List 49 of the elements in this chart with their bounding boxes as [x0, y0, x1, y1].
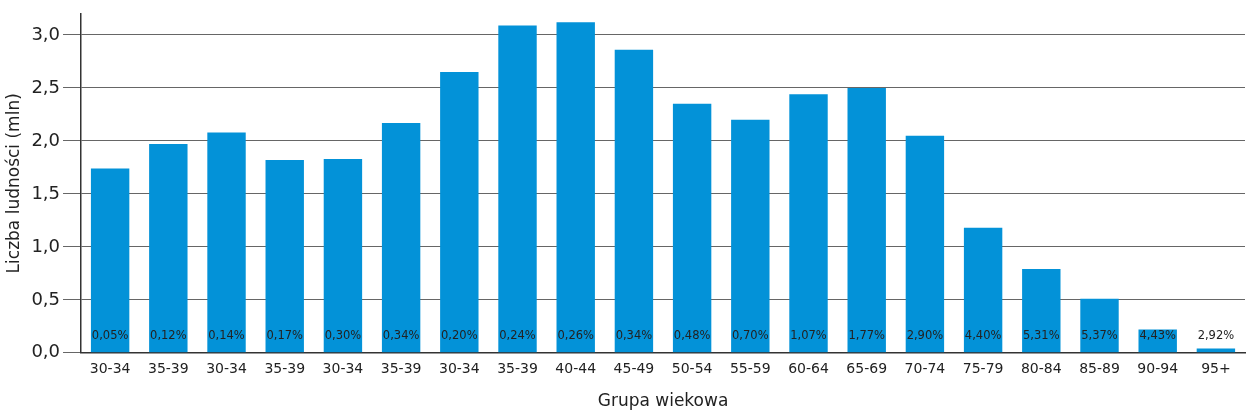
annotation: 5,31%	[1023, 327, 1060, 342]
annotation: 0,70%	[732, 327, 769, 342]
x-tick-label: 40-44	[555, 359, 597, 376]
annotation: 0,12%	[150, 327, 187, 342]
y-tick-label: 2,5	[31, 75, 61, 97]
x-tick-label: 60-64	[788, 359, 829, 376]
annotation: 4,40%	[964, 327, 1002, 342]
annotation: 0,34%	[615, 327, 653, 342]
annotation: 0,17%	[266, 327, 304, 342]
annotation: 0,24%	[499, 327, 536, 342]
x-tick-label: 80-84	[1020, 359, 1062, 376]
x-tick-label: 35-39	[264, 359, 306, 376]
x-tick-label: 55-59	[729, 359, 771, 376]
annotation: 5,37%	[1081, 327, 1118, 342]
annotation: 0,14%	[208, 327, 245, 342]
x-tick-label: 30-34	[438, 359, 480, 376]
annotation: 0,26%	[557, 327, 595, 342]
x-tick-label: 30-34	[206, 359, 247, 376]
x-tick-label: 45-49	[613, 359, 655, 376]
annotation: 2,92%	[1197, 327, 1235, 342]
y-axis-title: Liczba ludności (mln)	[2, 93, 23, 274]
annotation: 0,30%	[324, 327, 362, 342]
y-tick-label: 1,5	[31, 181, 61, 203]
y-tick-label: 0,0	[31, 340, 61, 362]
y-tick-label: 2,0	[31, 128, 61, 150]
annotation: 4,43%	[1139, 327, 1177, 342]
annotation: 0,20%	[441, 327, 478, 342]
x-tick-label: 75-79	[962, 359, 1004, 376]
x-tick-label: 50-54	[671, 359, 713, 376]
annotation: 1,77%	[848, 327, 886, 342]
x-tick-label: 30-34	[89, 359, 131, 376]
x-tick-label: 35-39	[497, 359, 538, 376]
x-tick-label: 65-69	[846, 359, 888, 376]
x-axis-title: Grupa wiekowa	[597, 390, 729, 411]
x-tick-label: 85-89	[1079, 359, 1120, 376]
annotation: 2,90%	[906, 327, 944, 342]
x-tick-label: 35-39	[147, 359, 189, 376]
annotation: 0,05%	[91, 327, 129, 342]
x-tick-label: 30-34	[322, 359, 364, 376]
annotation: 0,48%	[673, 327, 711, 342]
x-tick-label: 70-74	[904, 359, 946, 376]
annotation: 0,34%	[382, 327, 420, 342]
x-tick-label: 90-94	[1137, 359, 1179, 376]
x-tick-label: 95+	[1201, 359, 1231, 376]
annotation: 1,07%	[790, 327, 827, 342]
y-tick-label: 0,5	[31, 287, 61, 309]
y-tick-label: 1,0	[31, 234, 61, 256]
x-tick-label: 35-39	[380, 359, 422, 376]
y-tick-label: 3,0	[31, 22, 61, 44]
